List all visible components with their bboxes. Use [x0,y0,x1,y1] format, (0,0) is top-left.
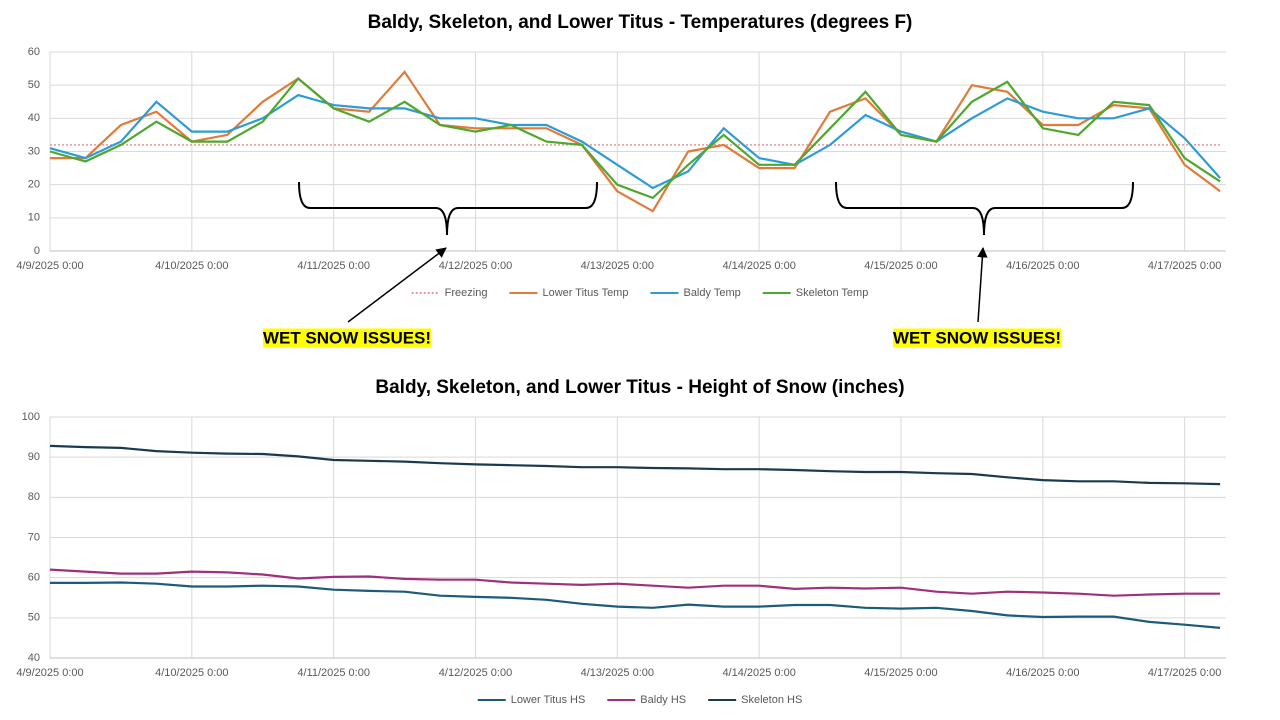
y-tick-label: 40 [28,652,40,664]
arrow [347,247,447,323]
x-tick-label: 4/15/2025 0:00 [864,667,937,679]
legend-label: Lower Titus HS [511,694,586,706]
legend-label: Baldy Temp [683,287,740,299]
brace [835,181,1134,236]
y-tick-label: 100 [22,411,40,423]
x-tick-label: 4/10/2025 0:00 [155,667,228,679]
x-tick-label: 4/11/2025 0:00 [297,260,370,272]
x-tick-label: 4/11/2025 0:00 [297,667,370,679]
legend: Lower Titus HS Baldy HS Skeleton HS [477,694,802,706]
legend: Freezing Lower Titus Temp Baldy Temp Skelet… [411,287,869,299]
legend-item: Baldy Temp [650,287,741,299]
x-tick-label: 4/16/2025 0:00 [1006,260,1079,272]
x-tick-label: 4/14/2025 0:00 [722,667,795,679]
legend-label: Lower Titus Temp [542,287,628,299]
x-tick-label: 4/17/2025 0:00 [1148,667,1221,679]
y-tick-label: 50 [28,612,40,624]
series-line [49,568,1221,597]
y-tick-label: 10 [28,212,40,224]
series-line [49,76,1221,200]
y-tick-label: 50 [28,79,40,91]
brace [298,181,598,236]
highlight [892,328,1062,348]
y-tick-label: 60 [28,46,40,58]
x-tick-label: 4/9/2025 0:00 [16,667,83,679]
legend-item: Skeleton Temp [762,287,869,299]
arrow [977,246,988,323]
legend-label: Freezing [445,287,488,299]
chart-title: Baldy, Skeleton, and Lower Titus - Tempe… [368,12,913,33]
y-tick-label: 80 [28,491,40,503]
y-tick-label: 70 [28,531,40,543]
chart-title: Baldy, Skeleton, and Lower Titus - Heigh… [375,377,904,398]
x-tick-label: 4/13/2025 0:00 [581,260,654,272]
highlight [262,328,432,348]
y-tick-label: 20 [28,179,40,191]
series-line [49,444,1221,486]
x-tick-label: 4/9/2025 0:00 [16,260,83,272]
x-tick-label: 4/14/2025 0:00 [722,260,795,272]
y-tick-label: 60 [28,572,40,584]
x-tick-label: 4/10/2025 0:00 [155,260,228,272]
x-tick-label: 4/15/2025 0:00 [864,260,937,272]
legend-item: Freezing [411,287,488,299]
annotation: WET SNOW ISSUES! [893,328,1061,347]
series-line [50,70,1221,213]
legend-item: Lower Titus HS [477,694,586,706]
legend-item: Lower Titus Temp [509,287,628,299]
legend-label: Skeleton HS [741,694,802,706]
x-tick-label: 4/13/2025 0:00 [581,667,654,679]
legend-item: Skeleton HS [708,694,802,706]
x-tick-label: 4/17/2025 0:00 [1148,260,1221,272]
x-tick-label: 4/12/2025 0:00 [439,667,512,679]
y-tick-label: 40 [28,112,40,124]
y-tick-label: 30 [28,145,40,157]
x-tick-label: 4/12/2025 0:00 [439,260,512,272]
y-tick-label: 90 [28,451,40,463]
x-tick-label: 4/16/2025 0:00 [1006,667,1079,679]
annotation: WET SNOW ISSUES! [263,328,431,347]
series-line [50,581,1221,629]
legend-item: Baldy HS [607,694,686,706]
y-tick-label: 0 [34,245,40,257]
legend-label: Baldy HS [640,694,686,706]
legend-label: Skeleton Temp [796,287,869,299]
